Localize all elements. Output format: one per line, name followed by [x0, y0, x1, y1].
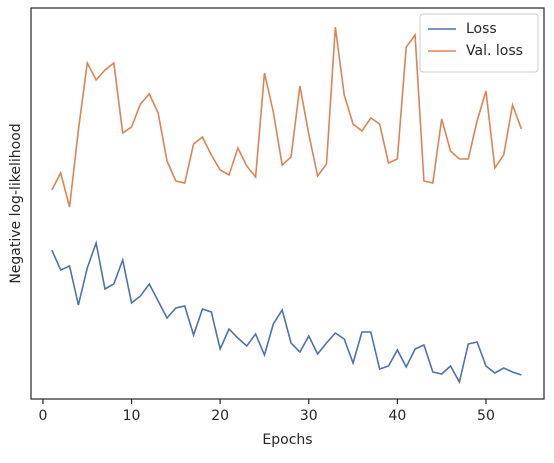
x-tick-label: 10 [123, 408, 141, 424]
x-tick-label: 0 [39, 408, 48, 424]
plot-frame [30, 7, 545, 400]
y-axis-label: Negative log-likelihood [8, 123, 24, 283]
legend-label: Loss [466, 21, 497, 37]
x-axis-label: Epochs [262, 432, 312, 448]
legend-label: Val. loss [466, 43, 523, 59]
line-series [51, 239, 522, 385]
x-tick-label: 50 [477, 408, 495, 424]
line-series [51, 26, 523, 208]
x-tick-label: 20 [211, 408, 229, 424]
x-tick-label: 30 [300, 408, 318, 424]
x-tick-label: 40 [388, 408, 406, 424]
